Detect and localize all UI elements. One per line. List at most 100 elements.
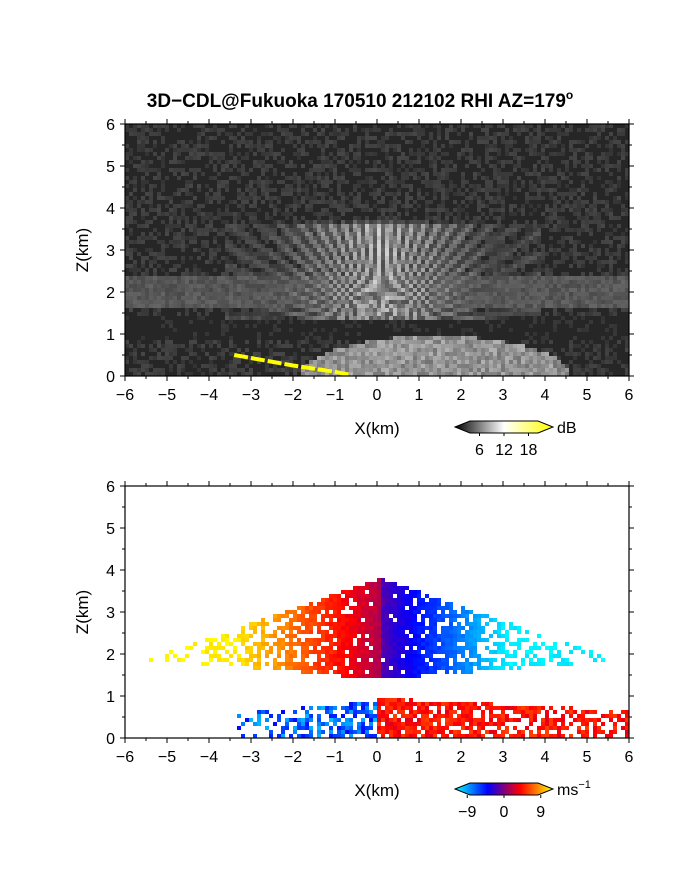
reflectivity-cell	[253, 284, 257, 288]
reflectivity-cell	[309, 228, 313, 232]
reflectivity-cell	[189, 224, 193, 228]
reflectivity-cell	[289, 184, 293, 188]
reflectivity-cell	[357, 232, 361, 236]
reflectivity-cell	[405, 340, 409, 344]
reflectivity-cell	[461, 252, 465, 256]
reflectivity-cell	[565, 256, 569, 260]
reflectivity-cell	[161, 316, 165, 320]
reflectivity-cell	[405, 288, 409, 292]
reflectivity-cell	[489, 124, 493, 128]
reflectivity-cell	[581, 260, 585, 264]
reflectivity-cell	[349, 160, 353, 164]
reflectivity-cell	[597, 176, 601, 180]
reflectivity-cell	[425, 300, 429, 304]
reflectivity-cell	[433, 308, 437, 312]
reflectivity-cell	[485, 280, 489, 284]
reflectivity-cell	[489, 200, 493, 204]
reflectivity-cell	[529, 304, 533, 308]
reflectivity-cell	[597, 128, 601, 132]
reflectivity-cell	[337, 180, 341, 184]
reflectivity-cell	[313, 304, 317, 308]
reflectivity-cell	[497, 176, 501, 180]
reflectivity-cell	[625, 336, 629, 340]
reflectivity-cell	[249, 252, 253, 256]
reflectivity-cell	[601, 280, 605, 284]
reflectivity-cell	[561, 220, 565, 224]
reflectivity-cell	[273, 328, 277, 332]
reflectivity-cell	[129, 248, 133, 252]
reflectivity-cell	[133, 156, 137, 160]
reflectivity-cell	[229, 276, 233, 280]
reflectivity-cell	[485, 368, 489, 372]
reflectivity-cell	[433, 260, 437, 264]
reflectivity-cell	[289, 160, 293, 164]
reflectivity-cell	[605, 192, 609, 196]
reflectivity-cell	[577, 364, 581, 368]
reflectivity-cell	[233, 268, 237, 272]
reflectivity-cell	[321, 168, 325, 172]
reflectivity-cell	[205, 308, 209, 312]
reflectivity-cell	[325, 276, 329, 280]
reflectivity-cell	[585, 296, 589, 300]
reflectivity-cell	[197, 268, 201, 272]
reflectivity-cell	[449, 224, 453, 228]
reflectivity-cell	[261, 132, 265, 136]
reflectivity-cell	[381, 276, 385, 280]
reflectivity-cell	[581, 316, 585, 320]
reflectivity-cell	[501, 160, 505, 164]
reflectivity-cell	[549, 288, 553, 292]
reflectivity-cell	[241, 164, 245, 168]
reflectivity-cell	[157, 252, 161, 256]
reflectivity-cell	[373, 180, 377, 184]
reflectivity-cell	[565, 284, 569, 288]
reflectivity-cell	[533, 232, 537, 236]
reflectivity-cell	[329, 240, 333, 244]
reflectivity-cell	[385, 244, 389, 248]
reflectivity-cell	[397, 188, 401, 192]
reflectivity-cell	[449, 188, 453, 192]
reflectivity-cell	[621, 128, 625, 132]
reflectivity-cell	[453, 296, 457, 300]
reflectivity-cell	[613, 284, 617, 288]
reflectivity-cell	[357, 140, 361, 144]
reflectivity-cell	[293, 152, 297, 156]
reflectivity-cell	[361, 236, 365, 240]
reflectivity-cell	[321, 248, 325, 252]
reflectivity-cell	[445, 136, 449, 140]
reflectivity-cell	[397, 296, 401, 300]
reflectivity-cell	[201, 296, 205, 300]
reflectivity-cell	[369, 344, 373, 348]
reflectivity-cell	[469, 220, 473, 224]
reflectivity-cell	[257, 164, 261, 168]
reflectivity-cell	[245, 232, 249, 236]
reflectivity-cell	[289, 124, 293, 128]
reflectivity-cell	[153, 312, 157, 316]
reflectivity-cell	[441, 360, 445, 364]
reflectivity-cell	[445, 352, 449, 356]
reflectivity-cell	[317, 360, 321, 364]
reflectivity-cell	[429, 316, 433, 320]
reflectivity-cell	[217, 128, 221, 132]
reflectivity-cell	[241, 220, 245, 224]
reflectivity-cell	[221, 288, 225, 292]
reflectivity-cell	[601, 220, 605, 224]
reflectivity-cell	[509, 204, 513, 208]
reflectivity-cell	[397, 144, 401, 148]
reflectivity-cell	[165, 288, 169, 292]
reflectivity-cell	[597, 312, 601, 316]
reflectivity-cell	[437, 176, 441, 180]
reflectivity-cell	[381, 236, 385, 240]
reflectivity-cell	[381, 308, 385, 312]
reflectivity-cell	[213, 288, 217, 292]
reflectivity-cell	[545, 360, 549, 364]
reflectivity-cell	[481, 260, 485, 264]
reflectivity-cell	[173, 328, 177, 332]
reflectivity-cell	[277, 152, 281, 156]
reflectivity-cell	[369, 128, 373, 132]
reflectivity-cell	[509, 152, 513, 156]
reflectivity-cell	[221, 272, 225, 276]
reflectivity-cell	[305, 308, 309, 312]
reflectivity-cell	[253, 220, 257, 224]
reflectivity-cell	[617, 196, 621, 200]
reflectivity-cell	[561, 148, 565, 152]
